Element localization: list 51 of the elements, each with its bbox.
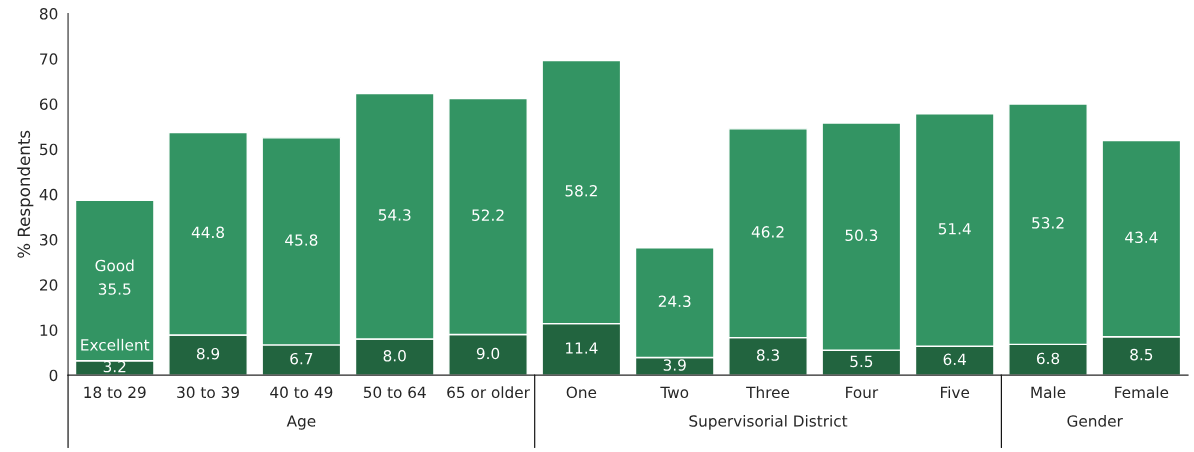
data-label: 45.8: [285, 234, 318, 246]
data-label: 46.2: [751, 226, 784, 238]
data-label: 52.2: [472, 209, 504, 221]
data-label: 6.7: [290, 352, 313, 365]
x-tick-label: One: [566, 386, 597, 399]
y-tick-label: 80: [39, 8, 58, 20]
data-label: 11.4: [566, 342, 598, 354]
data-label: 6.8: [1036, 352, 1060, 365]
data-label: 24.3: [658, 295, 691, 308]
data-label: 54.3: [378, 209, 411, 221]
x-tick-label: Four: [846, 386, 879, 399]
y-tick-label: 0: [49, 369, 58, 382]
x-axis-title: Supervisorial District: [689, 414, 848, 430]
data-label: 51.4: [938, 223, 971, 235]
y-tick-label: 30: [40, 234, 58, 246]
data-label: 35.5: [98, 283, 131, 295]
data-label: 8.5: [1130, 348, 1153, 361]
x-tick-label: Male: [1031, 386, 1066, 399]
series-label: Excellent: [81, 338, 150, 351]
x-tick-label: 30 to 39: [177, 386, 239, 399]
x-tick-label: 18 to 29: [84, 386, 146, 399]
data-label: 3.9: [663, 359, 686, 371]
data-label: 8.9: [196, 347, 220, 360]
data-label: 53.2: [1032, 217, 1064, 229]
x-tick-label: 50 to 64: [363, 386, 426, 399]
x-tick-label: Female: [1115, 386, 1169, 399]
y-tick-label: 70: [40, 53, 58, 65]
data-label: 43.4: [1125, 231, 1158, 244]
y-tick-label: 20: [40, 279, 58, 291]
data-label: 3.2: [103, 360, 126, 373]
data-label: 8.0: [383, 349, 406, 362]
y-axis-title: % Respondents: [17, 130, 34, 258]
series-label: Good: [95, 259, 134, 272]
x-tick-label: Two: [660, 386, 689, 399]
data-label: 50.3: [845, 229, 878, 242]
x-tick-label: Three: [746, 386, 790, 399]
x-axis-title: Gender: [1067, 414, 1123, 427]
x-tick-label: 65 or older: [447, 386, 530, 399]
x-tick-label: Five: [941, 386, 970, 399]
x-axis-title: Age: [286, 415, 316, 430]
data-label: 8.3: [756, 349, 779, 361]
data-label: 44.8: [191, 226, 225, 239]
x-tick-label: 40 to 49: [270, 386, 333, 399]
data-label: 58.2: [565, 184, 597, 197]
y-tick-label: 40: [39, 188, 58, 201]
data-label: 9.0: [476, 347, 500, 360]
y-tick-label: 10: [40, 324, 58, 336]
data-label: 6.4: [943, 353, 966, 366]
y-tick-label: 60: [39, 98, 58, 110]
y-tick-label: 50: [40, 143, 58, 156]
data-label: 5.5: [850, 355, 873, 368]
